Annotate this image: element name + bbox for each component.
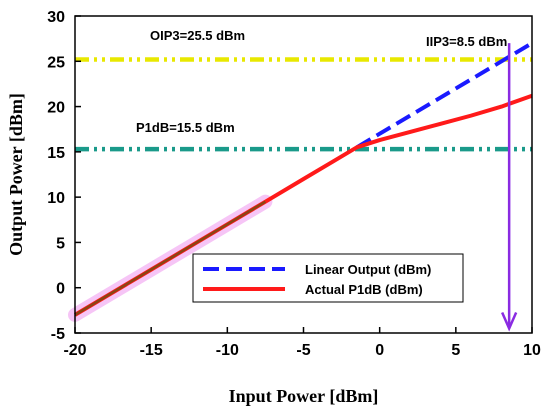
y-tick-label-2: 5: [56, 235, 65, 252]
arrow-layer: [501, 43, 518, 332]
x-tick-label-3: -5: [296, 342, 310, 359]
y-tick-label-5: 20: [47, 100, 65, 117]
x-tick-label-5: 5: [451, 342, 460, 359]
y-tick-label-1: 0: [56, 281, 65, 298]
oip3-annotation: OIP3=25.5 dBm: [150, 28, 245, 43]
y-tick-label-6: 25: [47, 54, 65, 71]
y-axis-title: Output Power [dBm]: [6, 93, 26, 256]
x-tick-label-1: -15: [140, 342, 163, 359]
series-line-0: [355, 41, 534, 150]
series-overlap-segment: [74, 200, 267, 316]
legend-box: [192, 253, 464, 303]
y-tick-label-4: 15: [47, 145, 65, 162]
x-tick-label-4: 0: [375, 342, 384, 359]
x-tick-label-0: -20: [63, 342, 86, 359]
axes-layer: -20 -15 -10 -5 0 5 10 -5 0 5 10 15 20 25 30: [47, 9, 541, 359]
p1db-annotation: P1dB=15.5 dBm: [136, 120, 235, 135]
iip3-arrow-head: [501, 311, 518, 332]
iip3-annotation: IIP3=8.5 dBm: [426, 34, 507, 49]
x-tick-label-6: 10: [523, 342, 541, 359]
x-tick-label-2: -10: [216, 342, 239, 359]
y-tick-label-0: -5: [51, 326, 65, 343]
y-tick-label-3: 10: [47, 190, 65, 207]
x-axis-title: Input Power [dBm]: [229, 386, 379, 406]
reference-lines-layer: [75, 57, 532, 152]
series-layer: [73, 41, 534, 317]
legend: Linear Output (dBm) Actual P1dB (dBm): [192, 253, 464, 303]
y-tick-label-7: 30: [47, 9, 65, 26]
legend-label-actual-p1db: Actual P1dB (dBm): [305, 282, 423, 297]
legend-label-linear-output: Linear Output (dBm): [305, 262, 431, 277]
